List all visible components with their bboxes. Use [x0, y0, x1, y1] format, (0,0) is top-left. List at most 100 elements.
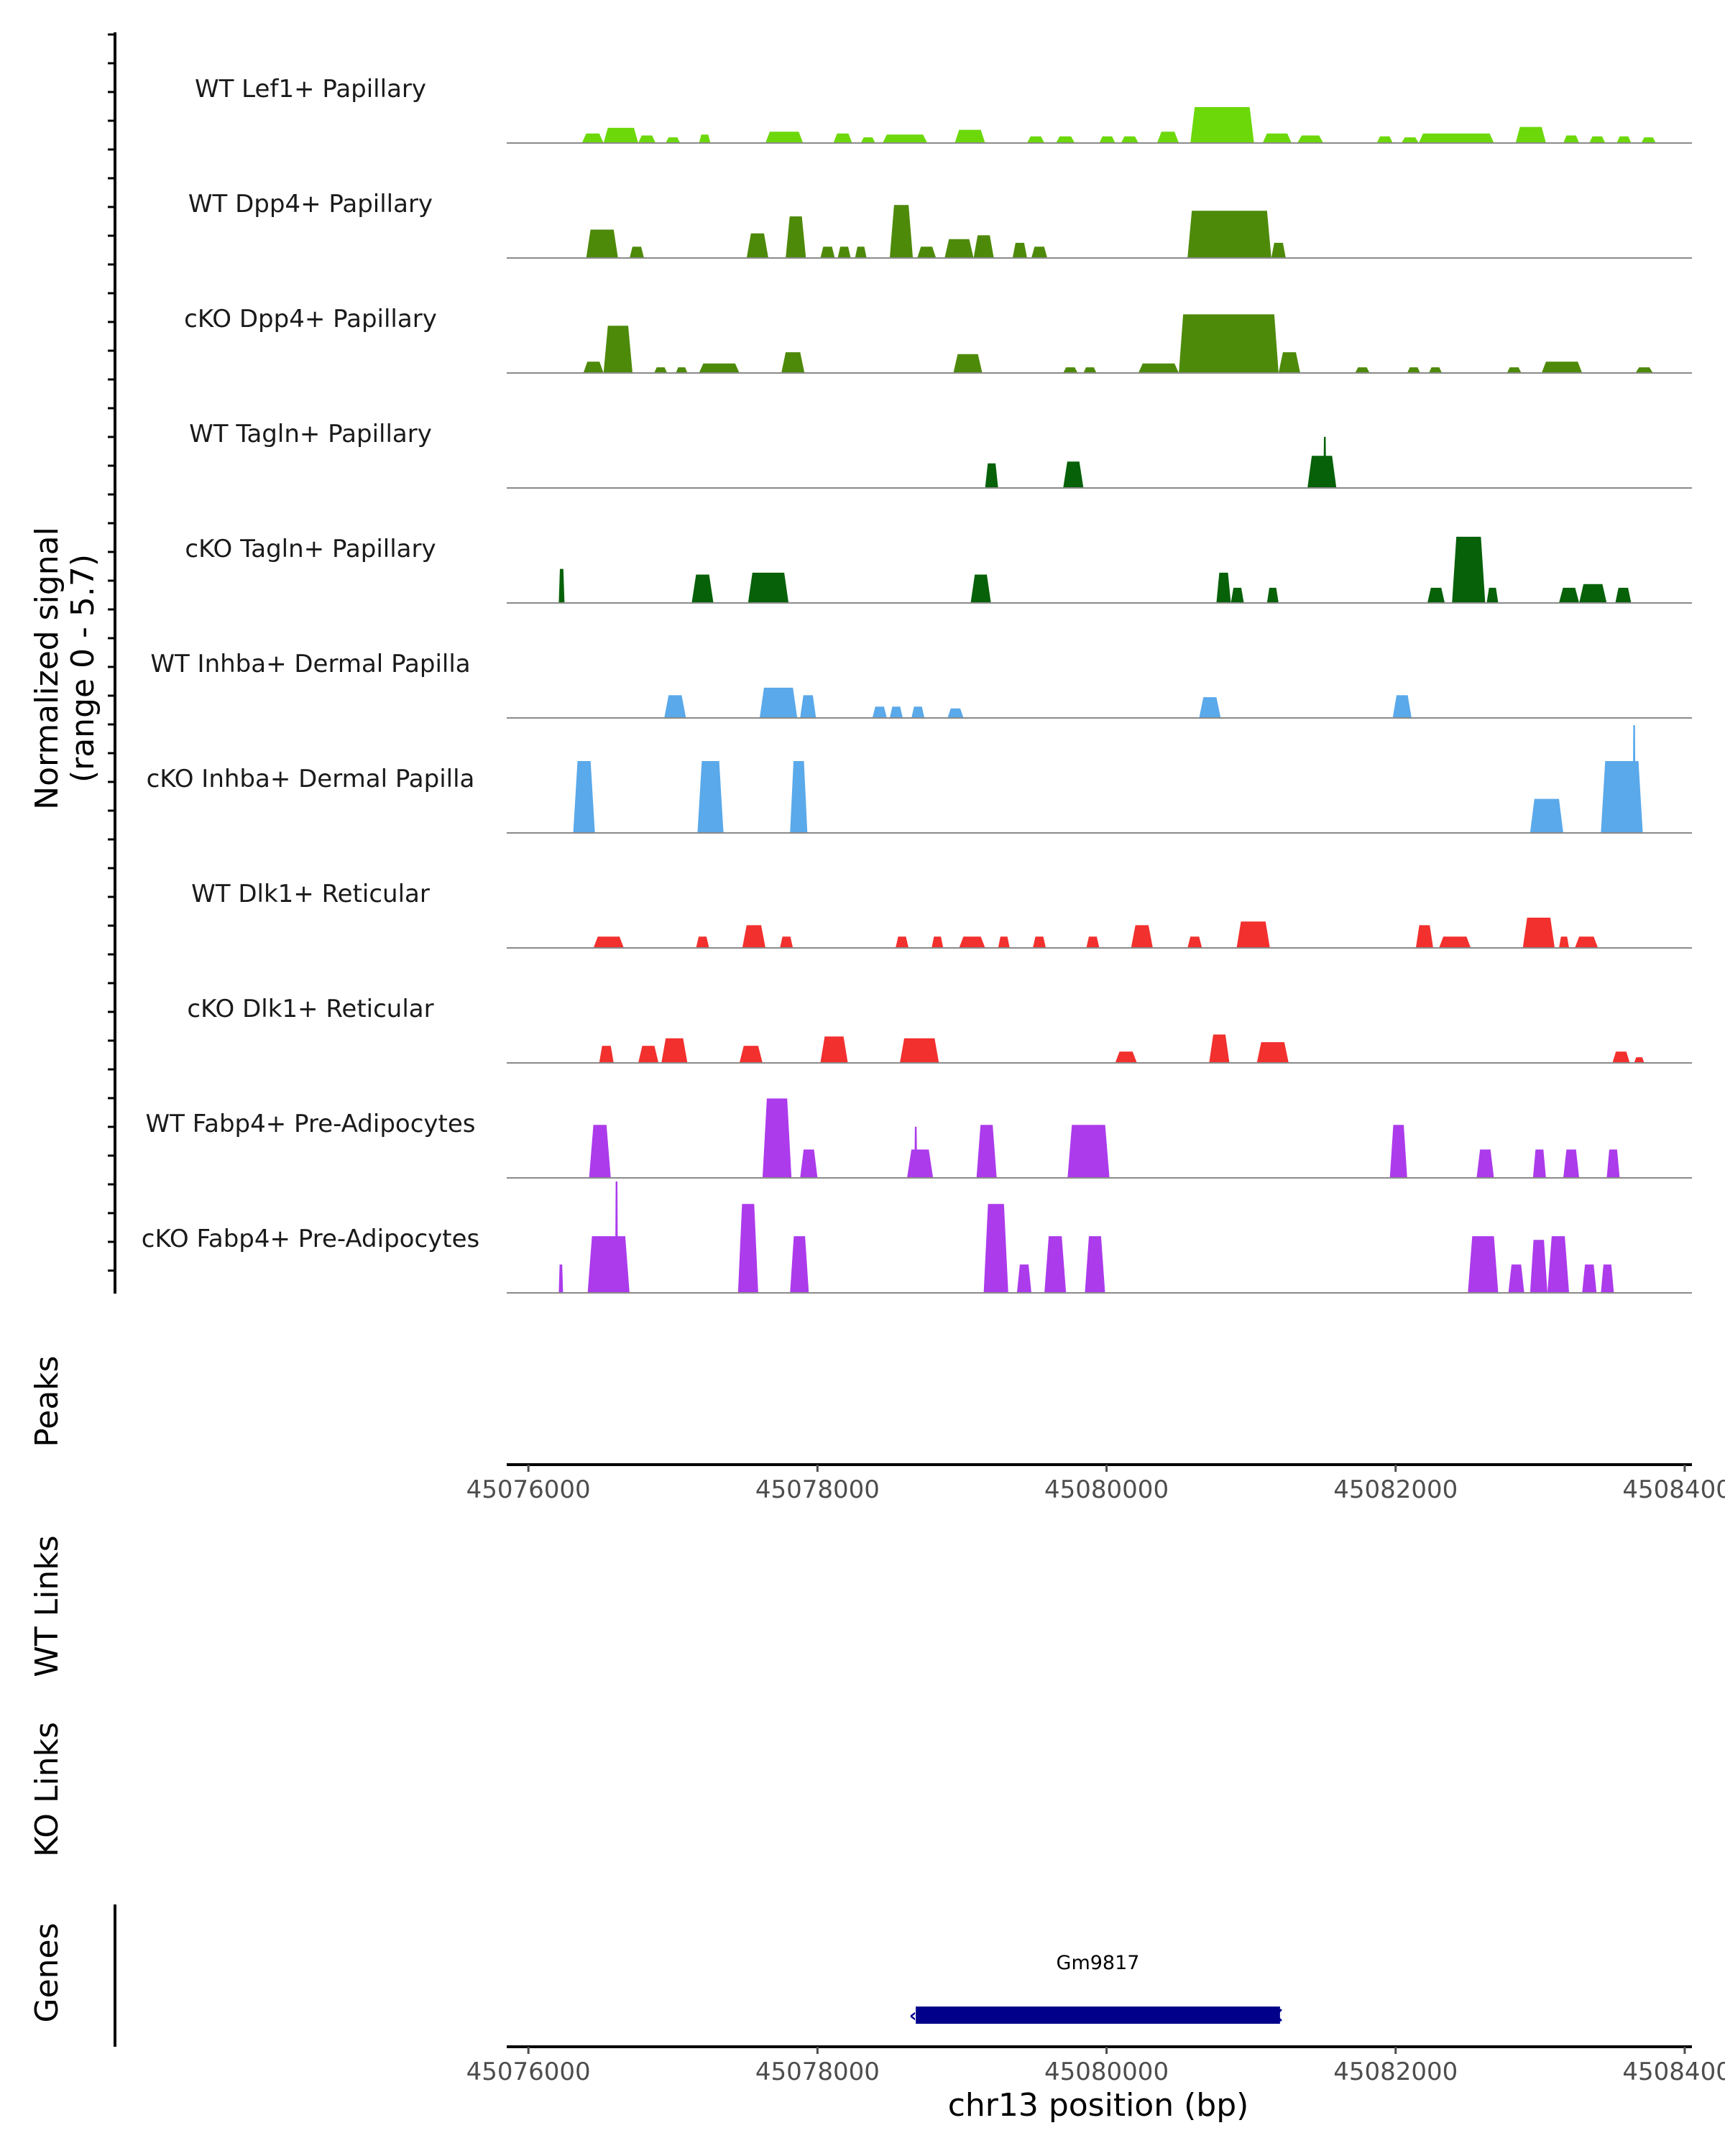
coverage-peak: [742, 925, 765, 948]
coverage-peak: [896, 936, 909, 948]
coverage-peak: [1515, 126, 1546, 143]
coverage-peak: [1427, 587, 1445, 603]
coverage-peak: [691, 574, 714, 603]
coverage-peak: [1031, 247, 1048, 258]
coverage-peak: [1452, 536, 1486, 603]
coverage-peak: [1476, 1149, 1494, 1178]
coverage-peak: [907, 1149, 934, 1178]
coverage-peak: [1641, 137, 1656, 143]
coverage-peak: [1506, 367, 1522, 373]
coverage-peak: [1179, 314, 1279, 373]
coverage-peak: [1632, 725, 1636, 833]
ko-links-panel-title: KO Links: [29, 1722, 65, 1857]
coverage-peak: [661, 1038, 688, 1063]
coverage-peak: [882, 134, 928, 143]
coverage-peak: [1156, 132, 1179, 143]
coverage-peak: [1131, 925, 1153, 948]
coverage-peak: [1230, 587, 1244, 603]
track-5: WT Inhba+ Dermal Papilla: [150, 650, 1692, 719]
coverage-peak: [603, 326, 632, 373]
track-1: WT Dpp4+ Papillary: [188, 190, 1692, 259]
coverage-peak: [1187, 936, 1202, 948]
coverage-peak: [1033, 936, 1046, 948]
coverage-peak: [1236, 921, 1270, 948]
coverage-peak: [914, 1126, 918, 1178]
track-label: WT Tagln+ Papillary: [189, 420, 432, 448]
coverage-peak: [1355, 367, 1370, 373]
coverage-peak: [953, 354, 983, 373]
coverage-peak: [1216, 572, 1231, 603]
coverage-peak: [954, 129, 985, 143]
x-tick-label: 45080000: [1044, 1475, 1169, 1504]
coverage-peak: [786, 216, 806, 258]
coverage-peak: [1606, 1149, 1620, 1178]
strand-arrow: [1274, 2008, 1282, 2022]
coverage-peak: [1044, 1236, 1067, 1293]
coverage-peak: [1085, 1236, 1105, 1293]
coverage-peak: [1056, 136, 1075, 143]
coverage-peak: [1508, 1264, 1524, 1293]
coverage-peak: [889, 205, 914, 258]
coverage-peak: [1086, 936, 1100, 948]
coverage-peak: [959, 936, 985, 948]
coverage-peak: [1012, 242, 1027, 258]
coverage-peak: [615, 1181, 618, 1293]
coverage-peak: [1187, 211, 1271, 258]
coverage-peak: [1589, 136, 1606, 143]
coverage-peak: [699, 134, 711, 143]
coverage-peak: [1468, 1236, 1499, 1293]
coverage-peak: [593, 936, 624, 948]
coverage-peak: [860, 137, 875, 143]
coverage-peak: [1323, 436, 1327, 488]
x-tick-label: 45078000: [755, 1475, 880, 1504]
coverage-peak: [1541, 361, 1583, 373]
coverage-peak: [973, 235, 994, 258]
coverage-peak: [1635, 367, 1653, 373]
gene-body: [916, 2007, 1280, 2024]
coverage-peak: [1429, 367, 1443, 373]
coverage-peak: [1522, 917, 1555, 948]
coverage-peak: [1616, 136, 1632, 143]
peaks-panel-title: Peaks: [29, 1355, 65, 1447]
coverage-peak: [944, 239, 974, 258]
x-tick-label: 45084000: [1622, 1475, 1725, 1504]
track-4: cKO Tagln+ Papillary: [185, 535, 1692, 604]
coverage-peak: [889, 706, 903, 718]
coverage-peak: [1530, 798, 1563, 833]
coverage-peak: [1418, 133, 1494, 143]
coverage-peak: [1547, 1236, 1570, 1293]
coverage-peak: [1209, 1034, 1230, 1063]
coverage-peak: [790, 761, 808, 833]
track-label: cKO Dlk1+ Reticular: [187, 995, 433, 1023]
coverage-tracks: WT Lef1+ Papillary WT Dpp4+ Papillary cKO …: [142, 75, 1692, 1294]
coverage-peak: [1099, 136, 1116, 143]
coverage-peak: [1579, 584, 1607, 603]
coverage-peak: [820, 1036, 848, 1063]
coverage-peak: [737, 1204, 758, 1293]
coverage-peak: [983, 1204, 1008, 1293]
coverage-peak: [583, 361, 604, 373]
coverage-peak: [654, 367, 668, 373]
coverage-peak: [780, 936, 794, 948]
track-9: WT Fabp4+ Pre-Adipocytes: [146, 1098, 1692, 1179]
coverage-peak: [589, 1125, 611, 1178]
coverage-peak: [638, 1046, 659, 1063]
coverage-peak: [666, 137, 681, 143]
coverage-peak: [1601, 761, 1643, 833]
coverage-peak: [1063, 367, 1078, 373]
coverage-peak: [1407, 367, 1420, 373]
track-10: cKO Fabp4+ Pre-Adipocytes: [142, 1181, 1692, 1294]
coverage-peak: [1575, 936, 1598, 948]
coverage-peak: [696, 936, 709, 948]
coverage-peak: [1401, 137, 1419, 143]
track-label: WT Fabp4+ Pre-Adipocytes: [146, 1110, 476, 1138]
coverage-peak: [833, 133, 852, 143]
coverage-peak: [1199, 697, 1221, 718]
x-tick-label: 45080000: [1044, 2058, 1169, 2086]
track-label: cKO Dpp4+ Papillary: [184, 305, 437, 333]
coverage-peak: [587, 1236, 630, 1293]
coverage-peak: [1601, 1264, 1614, 1293]
coverage-peak: [985, 463, 998, 488]
coverage-peak: [697, 761, 724, 833]
